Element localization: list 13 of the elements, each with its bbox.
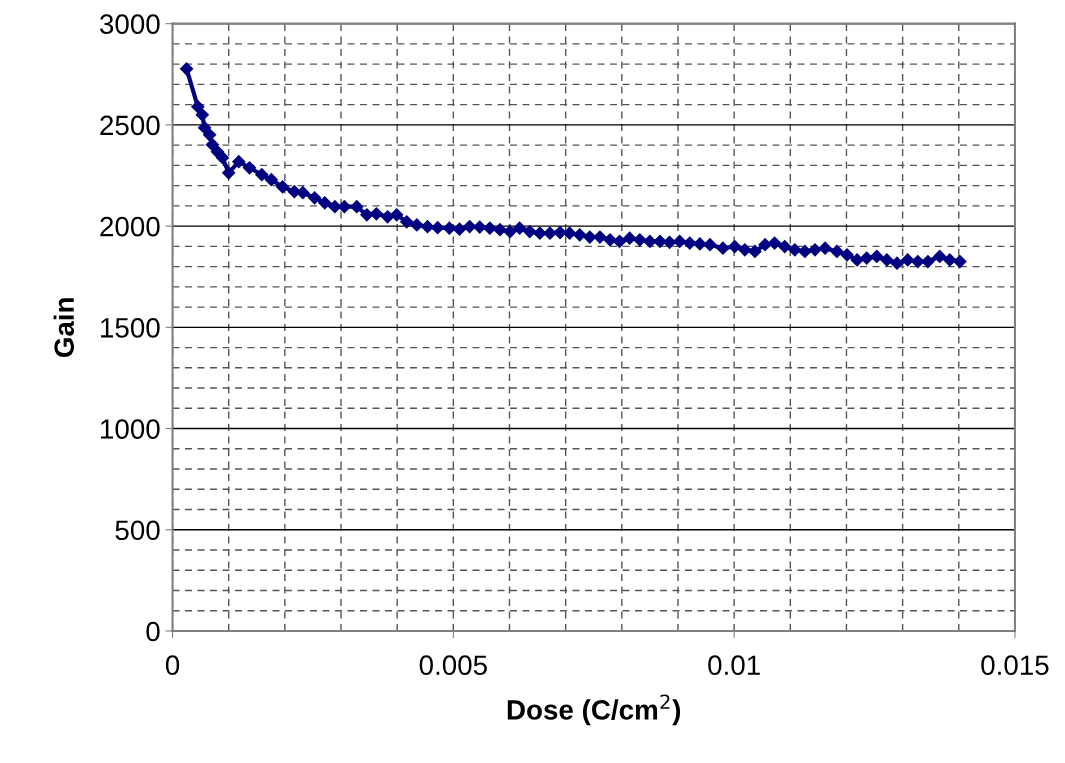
x-tick-label: 0.01 [708, 655, 760, 676]
y-tick-label: 1000 [101, 419, 160, 439]
y-tick-label: 2500 [100, 115, 160, 136]
y-axis-title: Gain [53, 298, 74, 358]
y-tick-label: 2000 [100, 216, 160, 237]
x-tick-label: 0 [165, 655, 180, 676]
y-tick-label: 3000 [100, 14, 160, 34]
y-tick-label: 0 [146, 621, 160, 642]
y-tick-label: 500 [115, 520, 160, 541]
x-tick-label: 0.015 [981, 655, 1049, 676]
x-axis-title: Dose (C/cm$^{2}$) [507, 694, 681, 726]
y-tick-label: 1500 [101, 318, 160, 338]
x-tick-label: 0.005 [419, 655, 487, 676]
